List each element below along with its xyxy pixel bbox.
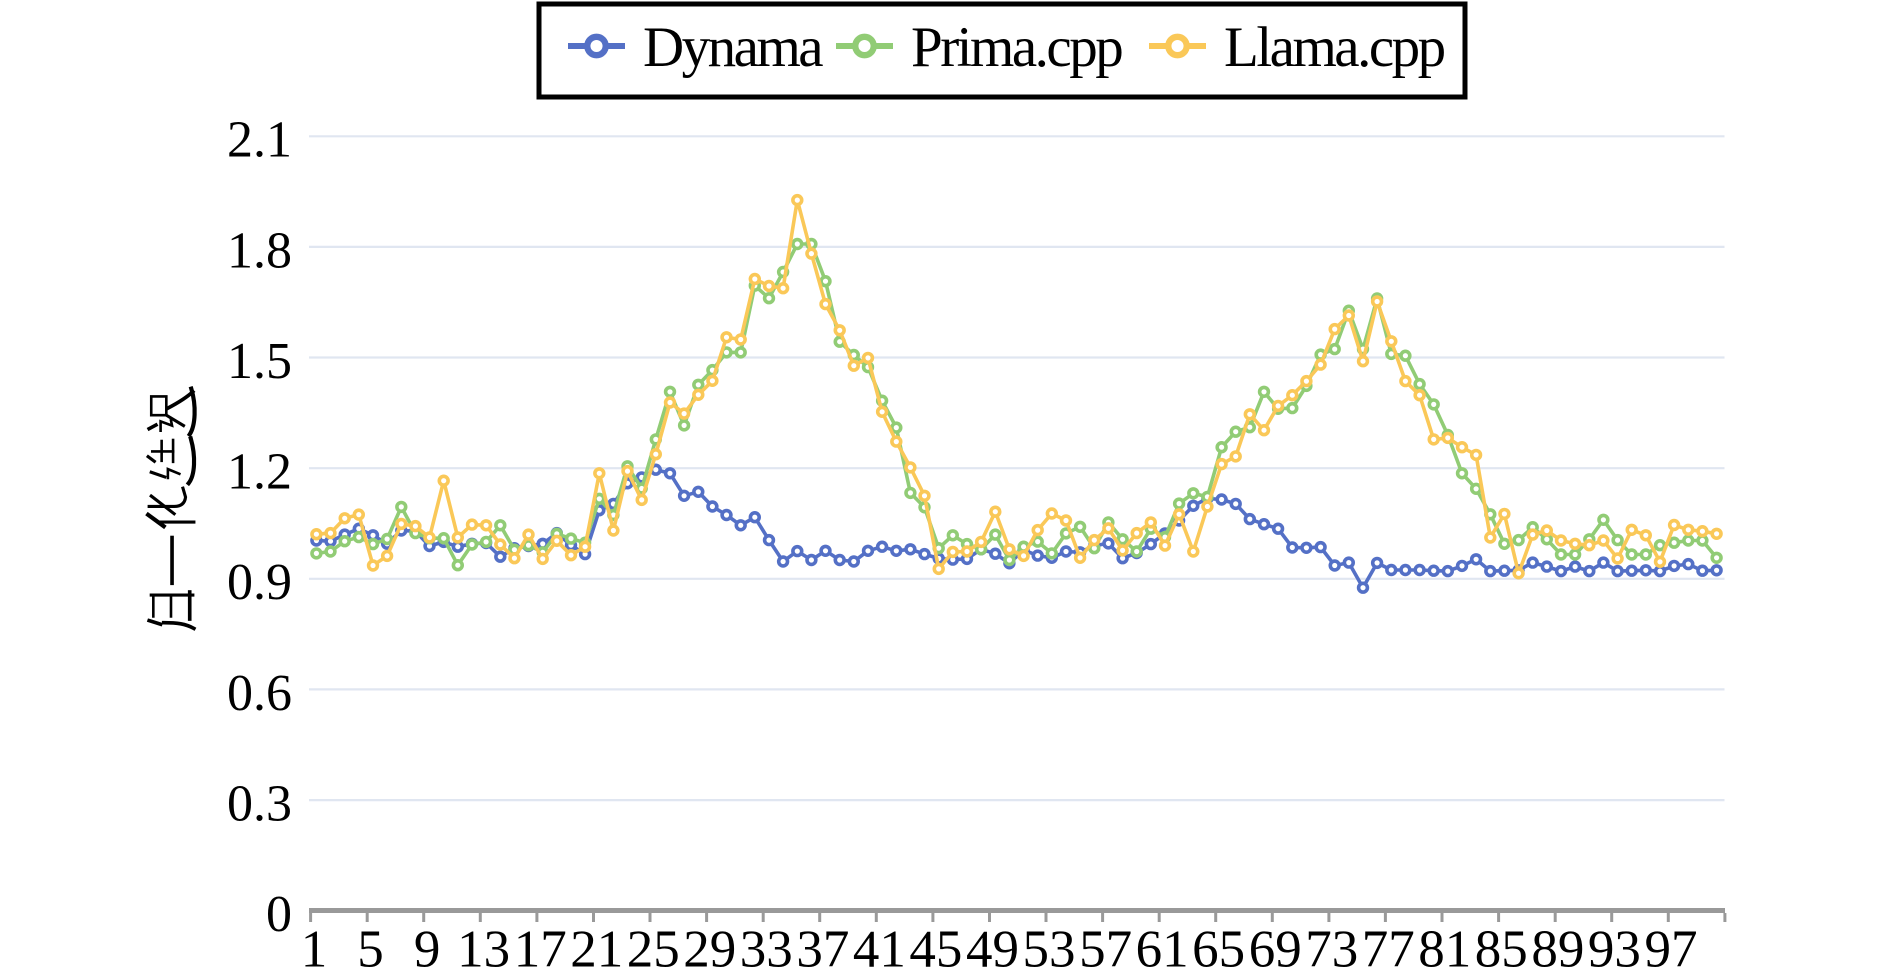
svg-text:73: 73: [1305, 921, 1358, 978]
svg-text:5: 5: [357, 921, 384, 978]
svg-text:45: 45: [909, 921, 962, 978]
svg-text:13: 13: [457, 921, 510, 978]
svg-text:85: 85: [1475, 921, 1528, 978]
svg-text:17: 17: [514, 921, 567, 978]
svg-text:57: 57: [1079, 921, 1132, 978]
svg-text:97: 97: [1645, 921, 1698, 978]
svg-text:89: 89: [1531, 921, 1584, 978]
svg-text:1.5: 1.5: [227, 333, 292, 390]
svg-text:69: 69: [1249, 921, 1302, 978]
svg-text:41: 41: [853, 921, 906, 978]
svg-text:Prima.cpp: Prima.cpp: [911, 16, 1122, 79]
svg-text:29: 29: [683, 921, 736, 978]
svg-text:37: 37: [796, 921, 849, 978]
svg-text:0: 0: [266, 886, 292, 943]
svg-text:Llama.cpp: Llama.cpp: [1224, 16, 1445, 79]
svg-text:1.8: 1.8: [227, 222, 292, 279]
svg-text:0.9: 0.9: [227, 554, 292, 611]
svg-text:1: 1: [301, 921, 328, 978]
svg-text:53: 53: [1023, 921, 1076, 978]
svg-text:0.3: 0.3: [227, 776, 292, 833]
svg-text:21: 21: [570, 921, 623, 978]
svg-text:2.1: 2.1: [227, 112, 292, 169]
svg-text:33: 33: [740, 921, 793, 978]
svg-text:0.6: 0.6: [227, 665, 292, 722]
svg-text:65: 65: [1192, 921, 1245, 978]
svg-text:49: 49: [966, 921, 1019, 978]
svg-text:Dynama: Dynama: [643, 16, 823, 79]
svg-text:1.2: 1.2: [227, 444, 292, 501]
svg-text:9: 9: [414, 921, 441, 978]
svg-text:93: 93: [1588, 921, 1641, 978]
svg-text:81: 81: [1418, 921, 1471, 978]
svg-text:61: 61: [1136, 921, 1189, 978]
svg-text:25: 25: [627, 921, 680, 978]
svg-text:77: 77: [1362, 921, 1415, 978]
